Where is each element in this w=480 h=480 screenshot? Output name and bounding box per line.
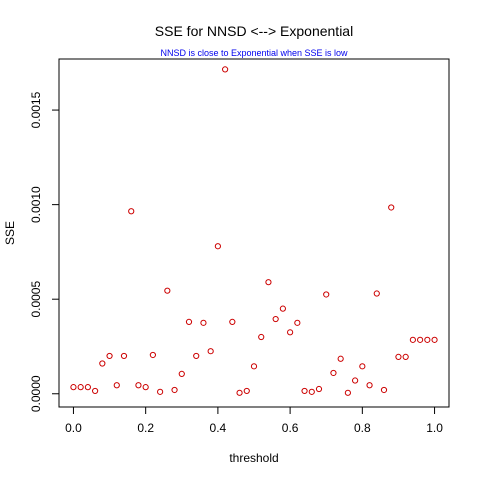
y-tick-label: 0.0010 — [29, 186, 43, 223]
x-axis: 0.0 0.2 0.4 0.6 0.8 1.0 — [65, 406, 443, 435]
data-point — [294, 319, 301, 326]
data-point — [243, 387, 250, 395]
data-point — [229, 318, 236, 325]
y-axis: 0.0000 0.0005 0.0010 0.0015 — [29, 91, 60, 412]
data-point — [337, 355, 344, 362]
data-point — [142, 384, 149, 391]
y-tick-label: 0.0015 — [29, 91, 43, 128]
data-point — [265, 279, 272, 286]
data-point — [431, 336, 438, 343]
data-point — [214, 243, 221, 250]
data-point — [380, 386, 388, 394]
x-axis-label: threshold — [229, 451, 278, 465]
data-point — [157, 388, 164, 395]
data-point — [200, 319, 207, 326]
data-point — [395, 353, 402, 360]
data-point — [373, 290, 380, 297]
plot-frame — [58, 58, 450, 408]
y-tick-label: 0.0005 — [29, 281, 43, 318]
x-tick-label: 1.0 — [426, 421, 443, 435]
data-point — [402, 353, 409, 360]
data-point — [106, 352, 113, 360]
data-point — [424, 336, 431, 343]
data-point — [301, 387, 308, 395]
data-point — [164, 287, 171, 294]
data-point — [99, 360, 106, 367]
data-point — [323, 291, 330, 298]
data-point — [135, 382, 142, 389]
data-point — [207, 348, 214, 355]
data-point — [171, 386, 178, 394]
chart-title: SSE for NNSD <--> Exponential — [155, 23, 353, 39]
data-point — [92, 387, 99, 395]
data-point — [417, 336, 424, 343]
data-point — [250, 363, 258, 370]
data-point — [308, 388, 315, 395]
data-point — [120, 352, 128, 360]
data-point — [178, 370, 185, 378]
data-point — [193, 352, 200, 360]
data-point — [344, 389, 351, 396]
data-point — [279, 305, 286, 312]
x-tick-label: 0.0 — [65, 421, 82, 435]
data-points — [70, 66, 438, 396]
data-point — [409, 336, 416, 343]
data-point — [70, 384, 77, 391]
data-point — [315, 385, 323, 393]
data-point — [236, 389, 243, 396]
data-point — [287, 329, 294, 336]
data-point — [366, 382, 373, 389]
data-point — [185, 318, 193, 325]
x-tick-label: 0.6 — [282, 421, 299, 435]
data-point — [330, 369, 337, 377]
data-point — [77, 384, 84, 391]
data-point — [258, 333, 265, 341]
data-point — [128, 208, 135, 215]
x-tick-label: 0.8 — [354, 421, 371, 435]
data-point — [84, 384, 91, 391]
y-tick-label: 0.0000 — [29, 375, 43, 412]
data-point — [359, 363, 366, 370]
x-tick-label: 0.4 — [210, 421, 227, 435]
data-point — [149, 351, 156, 359]
data-point — [352, 377, 359, 384]
data-point — [388, 204, 395, 211]
data-point — [222, 66, 229, 73]
data-point — [272, 315, 279, 323]
x-tick-label: 0.2 — [137, 421, 154, 435]
y-axis-label: SSE — [3, 221, 17, 245]
chart-subtitle: NNSD is close to Exponential when SSE is… — [160, 48, 348, 58]
data-point — [113, 382, 120, 389]
